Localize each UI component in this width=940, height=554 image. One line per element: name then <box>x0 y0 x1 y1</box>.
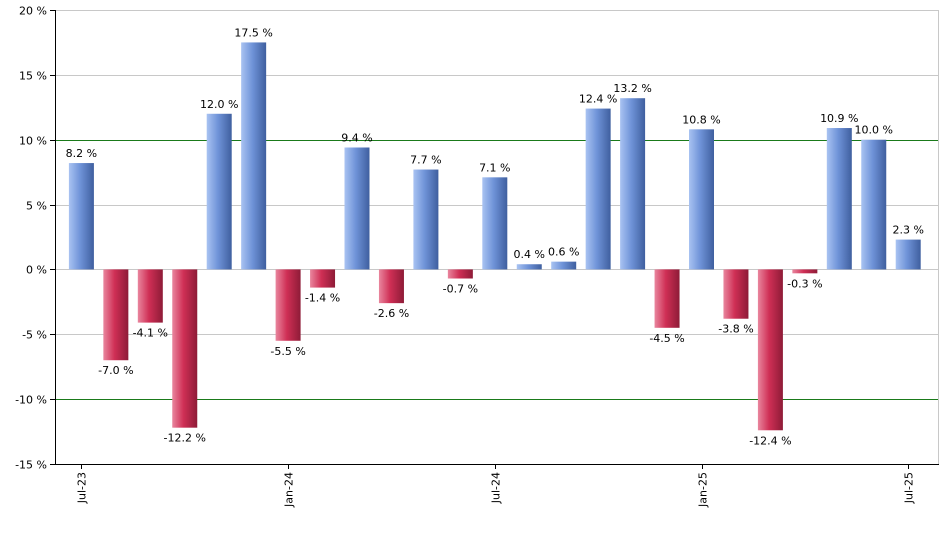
data-label-Aug-23: -7.0 % <box>98 364 133 377</box>
data-label-Sep-24: 0.6 % <box>548 246 579 259</box>
bar-Feb-24 <box>310 269 336 288</box>
data-label-Jun-24: -0.7 % <box>443 283 478 296</box>
data-label-Dec-23: 17.5 % <box>234 26 272 39</box>
data-label-Feb-24: -1.4 % <box>305 292 340 305</box>
bar-Jul-23 <box>68 163 94 270</box>
axes: 20 % 15 % 10 % 5 % 0 % -5 % -10 % -15 % Jul-23 Ja… <box>15 5 939 508</box>
data-labels: 8.2 % -7.0 % -4.1 % -12.2 % 12.0 % 17.5 % -5.5… <box>66 26 924 447</box>
data-label-Feb-25: -3.8 % <box>718 323 753 336</box>
y-tick-label: 10 % <box>19 135 47 148</box>
data-label-Oct-24: 12.4 % <box>579 93 617 106</box>
data-label-Jan-25: 10.8 % <box>682 113 720 126</box>
bar-Apr-24 <box>378 269 404 304</box>
data-label-Apr-24: -2.6 % <box>374 307 409 320</box>
bar-Jun-24 <box>447 269 473 279</box>
data-label-Dec-24: -4.5 % <box>649 332 684 345</box>
bar-Mar-24 <box>344 147 370 270</box>
bar-May-25 <box>826 128 852 270</box>
x-tick-label-Jul-25: Jul-25 <box>903 472 916 504</box>
y-tick-label: 20 % <box>19 5 47 18</box>
bar-Mar-25 <box>757 269 783 431</box>
data-label-Jul-25: 2.3 % <box>892 224 923 237</box>
bar-Oct-23 <box>172 269 198 428</box>
data-label-Mar-24: 9.4 % <box>341 131 372 144</box>
bar-May-24 <box>413 169 439 270</box>
y-tick-label: 5 % <box>26 200 47 213</box>
bar-Apr-25 <box>792 269 818 274</box>
y-tick-label: -5 % <box>22 329 47 342</box>
data-label-Sep-23: -4.1 % <box>133 327 168 340</box>
bar-Sep-23 <box>137 269 163 323</box>
reference-lines <box>55 140 939 400</box>
bar-Feb-25 <box>723 269 749 319</box>
bars <box>68 42 921 431</box>
bar-Aug-23 <box>103 269 129 361</box>
data-label-Nov-23: 12.0 % <box>200 98 238 111</box>
data-label-Jan-24: -5.5 % <box>270 345 305 358</box>
bar-Jul-25 <box>895 239 921 270</box>
bar-Jun-25 <box>861 139 887 270</box>
data-label-Jul-24: 7.1 % <box>479 161 510 174</box>
y-tick-label: -10 % <box>15 394 47 407</box>
y-tick-label: -15 % <box>15 459 47 472</box>
data-label-May-25: 10.9 % <box>820 112 858 125</box>
x-tick-label-Jul-24: Jul-24 <box>490 472 503 504</box>
data-label-Jul-23: 8.2 % <box>66 147 97 160</box>
x-tick-label-Jan-24: Jan-24 <box>283 472 296 508</box>
y-tick-label: 15 % <box>19 70 47 83</box>
data-label-Jun-25: 10.0 % <box>855 124 893 137</box>
data-label-Apr-25: -0.3 % <box>787 277 822 290</box>
bar-Jan-24 <box>275 269 301 341</box>
data-label-Mar-25: -12.4 % <box>749 434 791 447</box>
x-tick-label-Jan-25: Jan-25 <box>697 472 710 508</box>
bar-Jul-24 <box>482 177 508 270</box>
bar-Nov-23 <box>206 113 232 270</box>
bar-Jan-25 <box>689 129 714 270</box>
bar-Oct-24 <box>585 108 611 270</box>
x-tick-label-Jul-23: Jul-23 <box>76 472 89 504</box>
bar-Dec-24 <box>654 269 680 328</box>
data-label-Nov-24: 13.2 % <box>613 82 651 95</box>
bar-Aug-24 <box>516 264 542 270</box>
y-tick-label: 0 % <box>26 264 47 277</box>
bar-Nov-24 <box>620 98 646 270</box>
data-label-May-24: 7.7 % <box>410 154 441 167</box>
bar-Dec-23 <box>241 42 267 270</box>
data-label-Aug-24: 0.4 % <box>514 248 545 261</box>
data-label-Oct-23: -12.2 % <box>164 432 206 445</box>
bar-Sep-24 <box>551 261 577 270</box>
